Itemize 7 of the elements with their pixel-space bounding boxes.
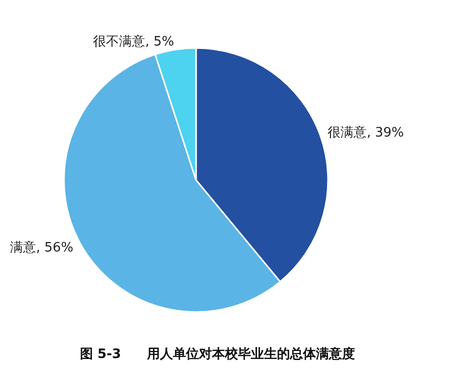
data-label: , 5% — [145, 34, 174, 50]
text: 图 5-3 用人单位对本校毕业生的总体满意度 — [80, 346, 356, 363]
slice-label: 很不满意 — [93, 34, 146, 50]
data-label: , 39% — [366, 125, 404, 140]
data-label: , 56% — [36, 240, 74, 255]
slice-label: 很满意 — [328, 125, 367, 140]
slice-label: 满意 — [10, 240, 36, 255]
